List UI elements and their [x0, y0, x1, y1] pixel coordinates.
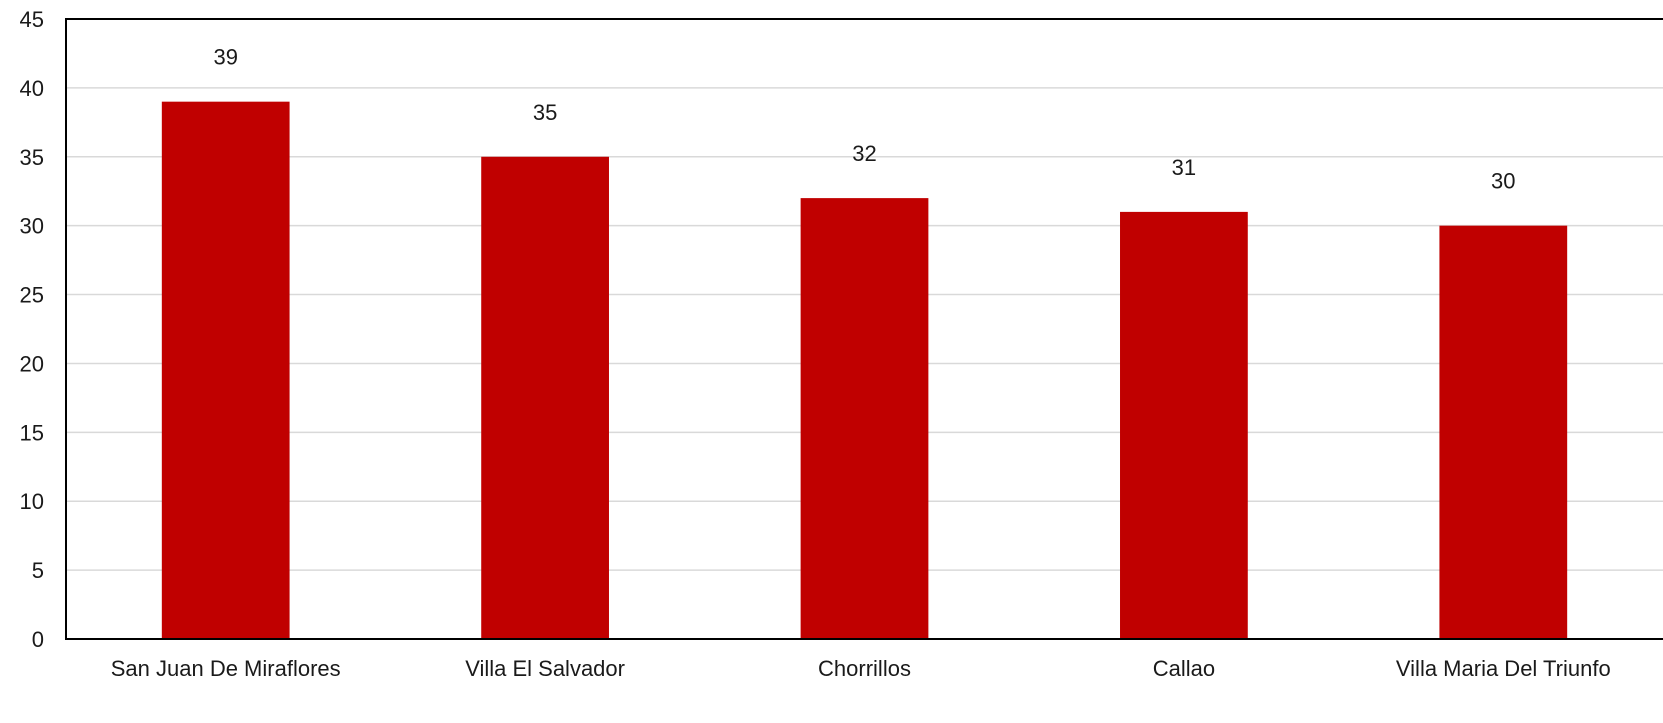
- data-label: 31: [1172, 155, 1196, 180]
- bar: [1439, 225, 1568, 639]
- y-tick-label: 10: [20, 489, 44, 514]
- x-category-label: Chorrillos: [818, 656, 911, 681]
- bar: [800, 198, 929, 639]
- y-tick-label: 20: [20, 351, 44, 376]
- y-tick-label: 5: [32, 558, 44, 583]
- data-label: 39: [213, 45, 237, 70]
- x-category-label: Callao: [1153, 656, 1215, 681]
- x-category-labels: San Juan De Miraflores Villa El Salvador C…: [111, 656, 1611, 681]
- y-tick-label: 25: [20, 283, 44, 308]
- bar: [161, 101, 290, 639]
- y-tick-labels: 0 5 10 15 20 25 30 35 40 45: [20, 7, 44, 652]
- data-label: 30: [1491, 169, 1515, 194]
- plot-frame: [65, 18, 1663, 640]
- y-tick-label: 45: [20, 7, 44, 32]
- bars: [161, 101, 1568, 639]
- bar: [481, 156, 609, 639]
- data-labels: 39 35 32 31 30: [213, 45, 1515, 194]
- y-tick-label: 40: [20, 76, 44, 101]
- y-tick-label: 15: [20, 420, 44, 445]
- y-tick-label: 0: [32, 627, 44, 652]
- y-tick-label: 30: [20, 214, 44, 239]
- y-tick-label: 35: [20, 145, 44, 170]
- axes: [65, 18, 1663, 640]
- data-label: 32: [852, 141, 876, 166]
- bar: [1120, 211, 1248, 639]
- x-category-label: Villa El Salvador: [465, 656, 625, 681]
- x-category-label: Villa Maria Del Triunfo: [1396, 656, 1611, 681]
- data-label: 35: [533, 100, 557, 125]
- x-category-label: San Juan De Miraflores: [111, 656, 341, 681]
